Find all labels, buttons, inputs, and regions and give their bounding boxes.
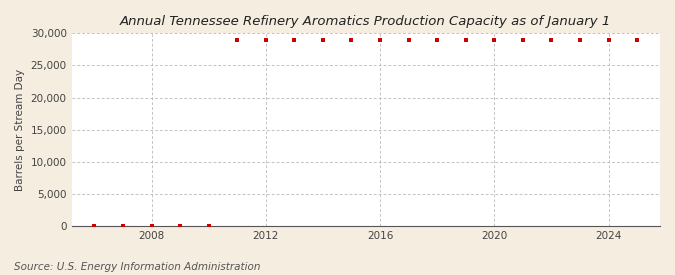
Point [117,224,128,228]
Point [632,38,643,43]
Point [375,38,385,43]
Point [432,38,443,43]
Point [289,38,300,43]
Point [403,38,414,43]
Point [460,38,471,43]
Point [203,224,214,228]
Point [546,38,557,43]
Title: Annual Tennessee Refinery Aromatics Production Capacity as of January 1: Annual Tennessee Refinery Aromatics Prod… [120,15,612,28]
Point [518,38,529,43]
Point [89,224,100,228]
Point [146,224,157,228]
Point [317,38,328,43]
Point [232,38,242,43]
Text: Source: U.S. Energy Information Administration: Source: U.S. Energy Information Administ… [14,262,260,272]
Point [603,38,614,43]
Point [489,38,500,43]
Point [175,224,186,228]
Y-axis label: Barrels per Stream Day: Barrels per Stream Day [15,68,25,191]
Point [574,38,585,43]
Point [261,38,271,43]
Point [346,38,357,43]
